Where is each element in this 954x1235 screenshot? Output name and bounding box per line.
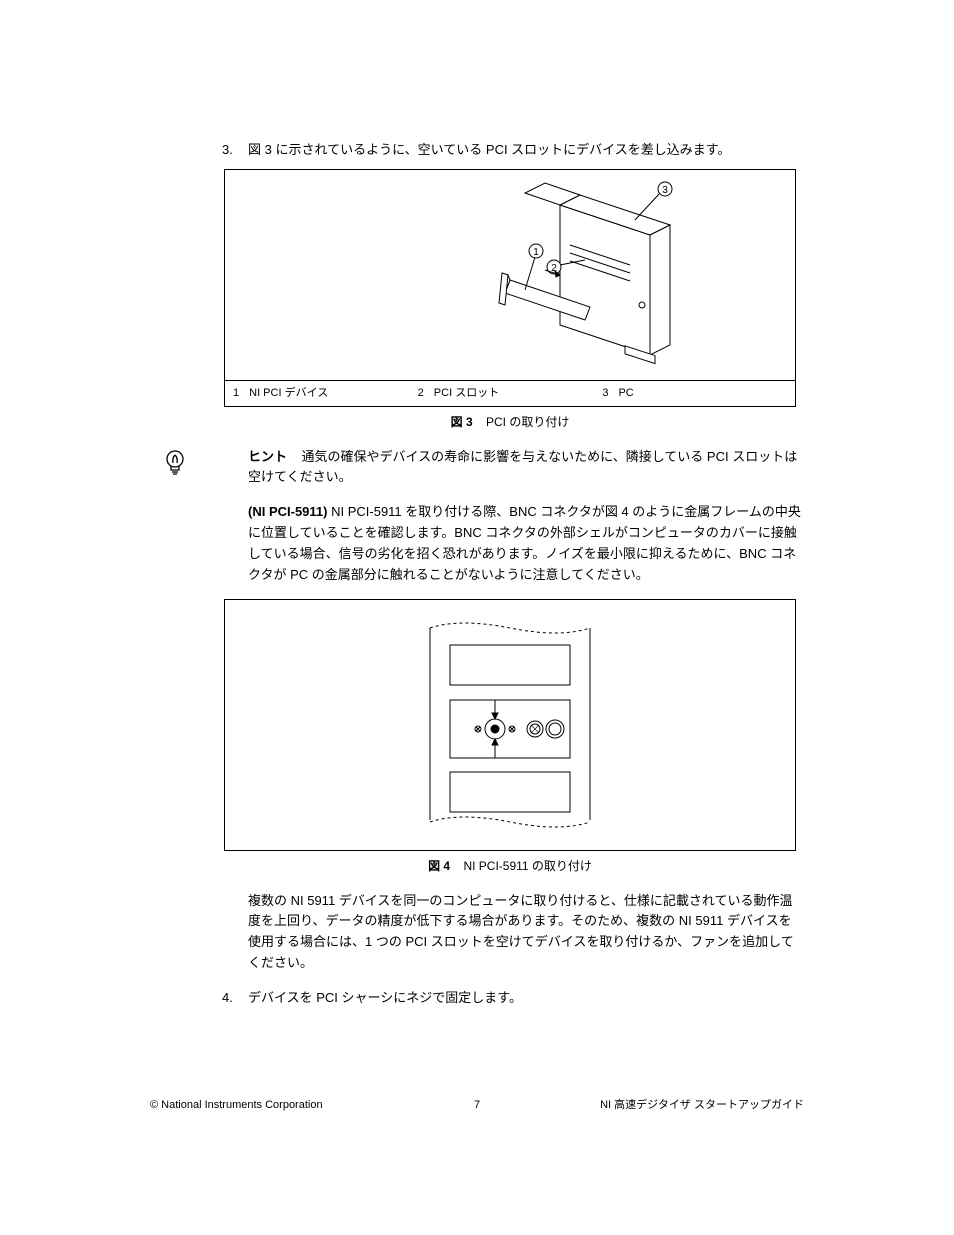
hint-block: ヒント 通気の確保やデバイスの寿命に影響を与えないために、隣接している PCI … xyxy=(150,447,804,489)
list-item-step-4: 4. デバイスを PCI シャーシにネジで固定します。 xyxy=(150,988,804,1009)
footer-doc-title: NI 高速デジタイザ スタートアップガイド xyxy=(600,1097,804,1115)
step-number: 3. xyxy=(222,140,248,161)
hint-label: ヒント xyxy=(248,449,287,464)
hint-body: 通気の確保やデバイスの寿命に影響を与えないために、隣接している PCI スロット… xyxy=(248,449,797,485)
figure-4-box xyxy=(224,599,796,851)
figure-3-legend: 1 NI PCI デバイス 2 PCI スロット 3 PC xyxy=(225,380,795,407)
figure-3-caption-text: PCI の取り付け xyxy=(486,415,569,429)
figure-3-caption-bold: 図 3 xyxy=(451,415,473,429)
callout-3-label: 3 xyxy=(662,185,668,196)
legend-label: PC xyxy=(618,385,633,403)
figure-3-box: 3 2 1 xyxy=(224,169,796,408)
pci-5911-paragraph: (NI PCI-5911) NI PCI-5911 を取り付ける際、BNC コネ… xyxy=(150,502,804,585)
page-footer: © National Instruments Corporation 7 NI … xyxy=(150,1097,804,1115)
figure-4-caption-bold: 図 4 xyxy=(428,859,450,873)
bnc-connector-diagram xyxy=(400,610,620,840)
footer-page-number: 7 xyxy=(474,1097,480,1115)
figure-4-caption-text: NI PCI-5911 の取り付け xyxy=(463,859,591,873)
legend-num: 1 xyxy=(233,385,239,403)
legend-item-3: 3 PC xyxy=(602,385,787,403)
hint-text: ヒント 通気の確保やデバイスの寿命に影響を与えないために、隣接している PCI … xyxy=(200,447,804,489)
document-page: 3. 図 3 に示されているように、空いている PCI スロットにデバイスを差し… xyxy=(0,0,954,1235)
legend-num: 2 xyxy=(418,385,424,403)
figure-4-caption: 図 4 NI PCI-5911 の取り付け xyxy=(224,857,796,876)
pci-5911-text: NI PCI-5911 を取り付ける際、BNC コネクタが図 4 のように金属フ… xyxy=(248,504,801,581)
multi-5911-paragraph: 複数の NI 5911 デバイスを同一のコンピュータに取り付けると、仕様に記載さ… xyxy=(150,891,804,974)
legend-label: NI PCI デバイス xyxy=(249,385,328,403)
step-number: 4. xyxy=(222,988,248,1009)
multi-5911-text: 複数の NI 5911 デバイスを同一のコンピュータに取り付けると、仕様に記載さ… xyxy=(248,893,794,970)
footer-copyright: © National Instruments Corporation xyxy=(150,1097,323,1115)
pc-tower-diagram: 3 2 1 xyxy=(330,175,690,375)
step-text: デバイスを PCI シャーシにネジで固定します。 xyxy=(248,988,522,1009)
list-item-step-3: 3. 図 3 に示されているように、空いている PCI スロットにデバイスを差し… xyxy=(150,140,804,161)
step-text: 図 3 に示されているように、空いている PCI スロットにデバイスを差し込みま… xyxy=(248,140,731,161)
legend-label: PCI スロット xyxy=(434,385,499,403)
figure-3-caption: 図 3 PCI の取り付け xyxy=(224,413,796,432)
lightbulb-icon xyxy=(150,447,200,477)
legend-item-2: 2 PCI スロット xyxy=(418,385,603,403)
pci-5911-label: (NI PCI-5911) xyxy=(248,504,327,519)
legend-num: 3 xyxy=(602,385,608,403)
callout-1-label: 1 xyxy=(533,247,539,258)
figure-3-illustration: 3 2 1 xyxy=(225,170,795,380)
legend-item-1: 1 NI PCI デバイス xyxy=(233,385,418,403)
